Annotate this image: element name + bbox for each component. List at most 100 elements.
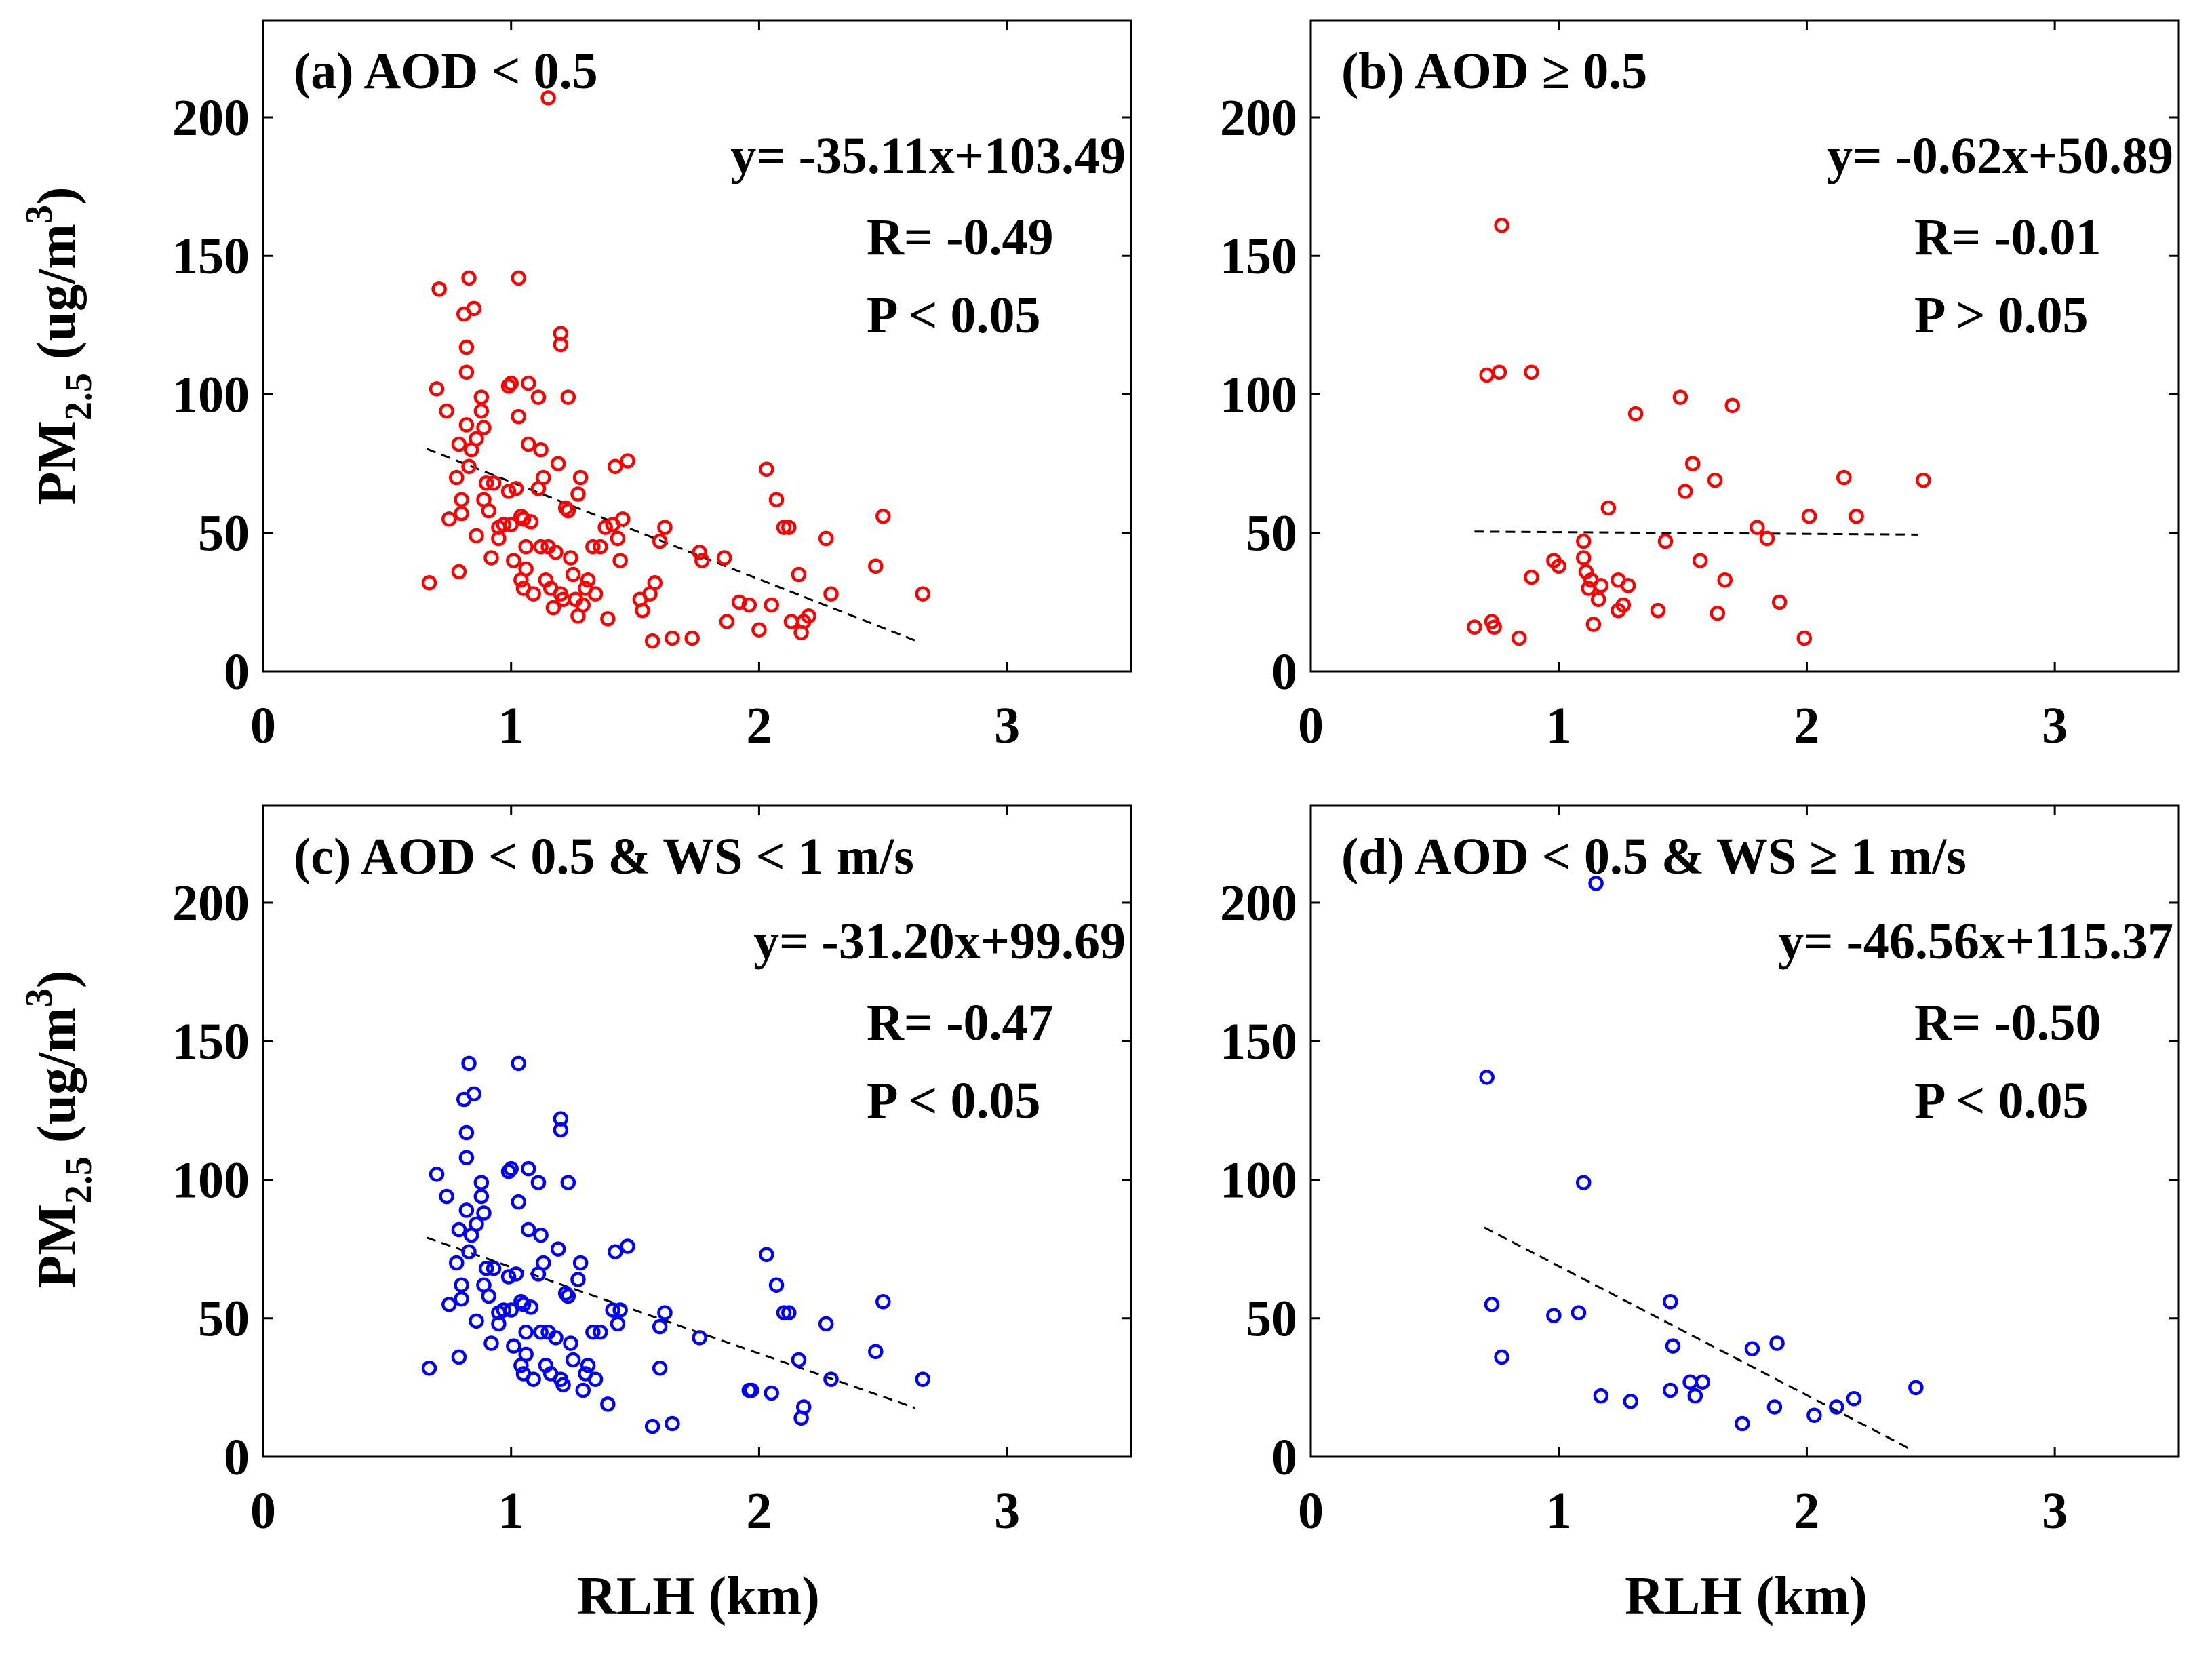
data-point [553,336,569,353]
x-axis-label-left: RLH (km) [577,1567,820,1626]
data-point [458,417,475,433]
data-point [776,520,792,535]
data-point [523,1299,539,1315]
data-point [560,1288,576,1304]
data-point [657,1305,673,1320]
x-tick-label: 2 [1794,1483,1819,1540]
data-point [565,1352,581,1368]
data-point [615,511,631,527]
data-point [478,475,494,491]
data-point [441,511,457,527]
data-point [536,469,551,486]
data-point [553,1122,569,1138]
data-point [1849,508,1864,524]
y-tick-label: 150 [172,1013,250,1070]
panel-c: 0 1 2 3 0 50 100 150 200 (c) AOD < 0.5 & WS < 1 m… [172,804,1132,1540]
y-tick-label: 150 [172,228,250,285]
y-tick-label: 150 [1220,228,1297,285]
data-point [1684,456,1701,471]
data-point [1657,533,1674,549]
data-point [868,558,884,574]
regression-equation: y= -46.56x+115.37 [1778,913,2173,970]
data-point [1546,1308,1562,1323]
data-point [1710,605,1726,621]
data-point [585,1324,601,1340]
data-point [476,1205,492,1221]
data-point [1663,1293,1678,1310]
data-point [635,602,650,619]
regression-line [1484,1226,1914,1452]
data-point [454,505,469,522]
data-point [1576,1175,1592,1190]
x-tick-label: 2 [746,1483,772,1540]
data-point [466,300,482,317]
data-point [503,1160,519,1177]
y-tick-label: 200 [1220,90,1297,146]
plot-frame [262,19,1132,673]
regression-line [1474,530,1919,536]
y-axis-label-bottom: PM2.5 (ug/m3) [18,970,100,1288]
data-point [1724,397,1740,414]
data-point [587,1371,604,1387]
data-point [518,1324,534,1340]
correlation-r: R= -0.47 [867,994,1054,1051]
data-point [458,364,475,380]
data-point [605,1302,620,1318]
data-point [1796,630,1813,646]
data-point [647,575,663,591]
data-point [608,458,623,474]
data-point [570,486,586,502]
data-point [1836,469,1852,486]
data-point [458,339,475,355]
data-point [560,1175,576,1190]
data-point [1650,602,1666,619]
data-point [560,389,576,405]
y-tick-label: 50 [198,505,250,562]
panel-b: 0 1 2 3 0 50 100 150 200 (b) AOD ≥ 0.5 y= -0.62x+5… [1220,19,2180,754]
plot-frame [262,804,1132,1458]
data-point [868,1344,884,1360]
x-tick-label: 0 [250,697,276,754]
data-point [500,1163,517,1179]
data-point [1479,1070,1495,1085]
data-point [533,1324,549,1340]
correlation-r: R= -0.49 [867,209,1054,266]
data-point [451,1221,467,1238]
data-point [518,539,534,555]
data-point [500,378,517,394]
data-point [818,530,834,547]
data-point [1916,472,1931,488]
x-tick-label: 1 [1546,1483,1572,1540]
data-point [458,1150,475,1166]
data-point [665,1415,680,1432]
data-point [796,1399,812,1415]
data-point [521,1160,536,1177]
data-point [454,492,469,507]
data-point [764,1385,779,1401]
data-point [439,403,454,419]
data-point [478,1260,494,1276]
data-point [593,539,608,555]
data-point [441,1297,457,1312]
y-tick-label: 100 [1220,1152,1297,1209]
data-point [587,586,604,602]
ylabel-units: (ug/m [27,224,87,373]
y-tick-label: 100 [172,1152,250,1209]
data-point [515,511,532,527]
data-point [652,533,668,549]
data-point [469,431,484,447]
data-point [694,553,710,568]
x-tick-label: 0 [250,1483,276,1540]
data-point [1908,1380,1924,1396]
y-tick-label: 0 [224,1429,250,1486]
data-point [496,1302,511,1318]
data-point [461,270,477,286]
data-point [508,481,524,496]
data-point [818,1316,834,1332]
data-point [555,1377,571,1393]
data-point [461,458,477,474]
data-point [1692,553,1708,568]
data-point [491,1316,507,1332]
data-point [483,550,499,566]
